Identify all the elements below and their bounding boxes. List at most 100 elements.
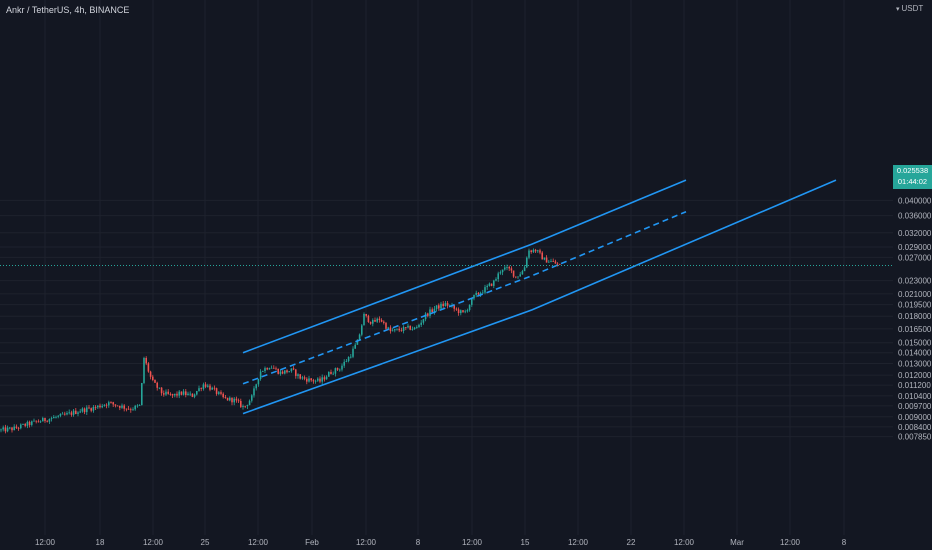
channel-upper-line[interactable] (242, 179, 687, 354)
candle-body (411, 329, 414, 330)
channel-median-line[interactable] (242, 210, 687, 385)
candle-body (13, 426, 15, 431)
time-tick-label: 8 (842, 538, 847, 547)
candle-body (453, 305, 455, 309)
candle-body (383, 321, 385, 323)
candle-body (24, 424, 26, 426)
candle-body (257, 378, 260, 385)
candle-body (352, 348, 354, 357)
time-tick-label: 15 (521, 538, 530, 547)
price-tick-label: 0.023000 (898, 277, 932, 286)
last-price-tag: 0.025538 01:44:02 (893, 165, 932, 189)
candle-body (15, 426, 18, 428)
candle-body (224, 397, 227, 398)
candle-body (444, 303, 447, 306)
candle-body (48, 419, 51, 422)
candle-body (138, 405, 141, 406)
candle-body (145, 358, 147, 364)
candle-body (387, 327, 389, 329)
candle-body (11, 427, 13, 431)
candle-body (482, 292, 484, 294)
time-tick-label: 18 (96, 538, 105, 547)
channel-lower-line[interactable] (242, 179, 837, 415)
candle-body (394, 329, 396, 331)
candle-body (440, 303, 442, 309)
candle-body (336, 368, 339, 370)
candle-body (94, 407, 97, 408)
candle-body (303, 377, 306, 379)
price-tick-label: 0.013000 (898, 360, 932, 369)
candle-body (530, 250, 532, 252)
price-tick-label: 0.018000 (898, 312, 932, 321)
candle-body (479, 292, 482, 295)
currency-selector[interactable]: ▾ USDT (896, 4, 930, 18)
time-tick-label: 12:00 (356, 538, 377, 547)
parallel-channel[interactable] (242, 179, 837, 415)
bar-countdown: 01:44:02 (897, 177, 928, 186)
candle-body (365, 314, 367, 316)
candle-body (20, 424, 22, 429)
candle-body (37, 421, 40, 423)
candle-body (209, 385, 211, 390)
candle-body (4, 427, 7, 432)
grid (0, 0, 893, 535)
candle-body (354, 344, 356, 349)
candle-body (499, 272, 502, 274)
candle-body (2, 427, 4, 430)
candle-body (215, 388, 218, 394)
candle-body (369, 321, 372, 324)
candle-body (42, 418, 44, 422)
candle-body (211, 387, 213, 390)
candle-body (130, 409, 132, 411)
candle-body (517, 276, 519, 278)
price-scale[interactable]: 0.040000 0.036000 0.032000 0.0290000.027000… (898, 196, 932, 441)
candle-body (510, 268, 513, 271)
candle-body (409, 325, 411, 330)
candle-body (541, 252, 543, 260)
time-tick-label: 12:00 (35, 538, 56, 547)
candle-body (301, 377, 304, 379)
price-tick-label: 0.015000 (898, 339, 932, 348)
candle-body (484, 287, 486, 293)
candle-body (367, 315, 370, 322)
candle-body (457, 309, 460, 313)
time-tick-label: 22 (627, 538, 636, 547)
candle-body (433, 308, 436, 312)
candle-body (57, 415, 59, 417)
candle-body (471, 298, 473, 305)
candle-body (275, 368, 277, 370)
candle-body (493, 280, 495, 286)
candle-body (460, 310, 462, 314)
candle-body (284, 370, 286, 374)
price-tick-label: 0.009700 (898, 402, 932, 411)
candle-body (123, 405, 125, 409)
candle-body (77, 412, 79, 414)
candle-body (466, 310, 469, 312)
candle-body (174, 393, 176, 396)
candle-body (268, 368, 271, 370)
candle-body (158, 387, 161, 389)
candle-body (35, 420, 37, 422)
candle-body (523, 267, 526, 272)
candle-body (343, 361, 345, 366)
candle-body (125, 408, 128, 410)
candle-body (116, 405, 119, 407)
candle-body (281, 371, 284, 374)
candles (0, 248, 561, 434)
candle-body (204, 384, 207, 387)
symbol-title[interactable]: Ankr / TetherUS, 4h, BINANCE (6, 5, 130, 15)
price-tick-label: 0.027000 (898, 253, 932, 262)
candle-body (167, 391, 169, 394)
candle-body (200, 388, 202, 389)
candle-body (132, 409, 134, 411)
candle-body (251, 395, 253, 401)
candle-body (103, 404, 106, 406)
time-tick-label: 12:00 (674, 538, 695, 547)
candle-body (244, 405, 246, 407)
candle-body (160, 387, 163, 394)
candle-body (44, 418, 46, 421)
candle-body (75, 410, 77, 414)
time-axis[interactable]: 12:00 18 12:00 25 12:00 Feb 12:00 8 12:00 15 12:00… (35, 538, 847, 547)
